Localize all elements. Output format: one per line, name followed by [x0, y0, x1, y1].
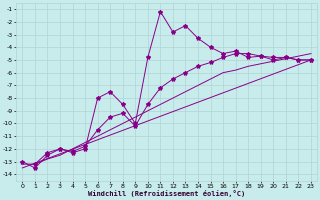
X-axis label: Windchill (Refroidissement éolien,°C): Windchill (Refroidissement éolien,°C) [88, 190, 245, 197]
